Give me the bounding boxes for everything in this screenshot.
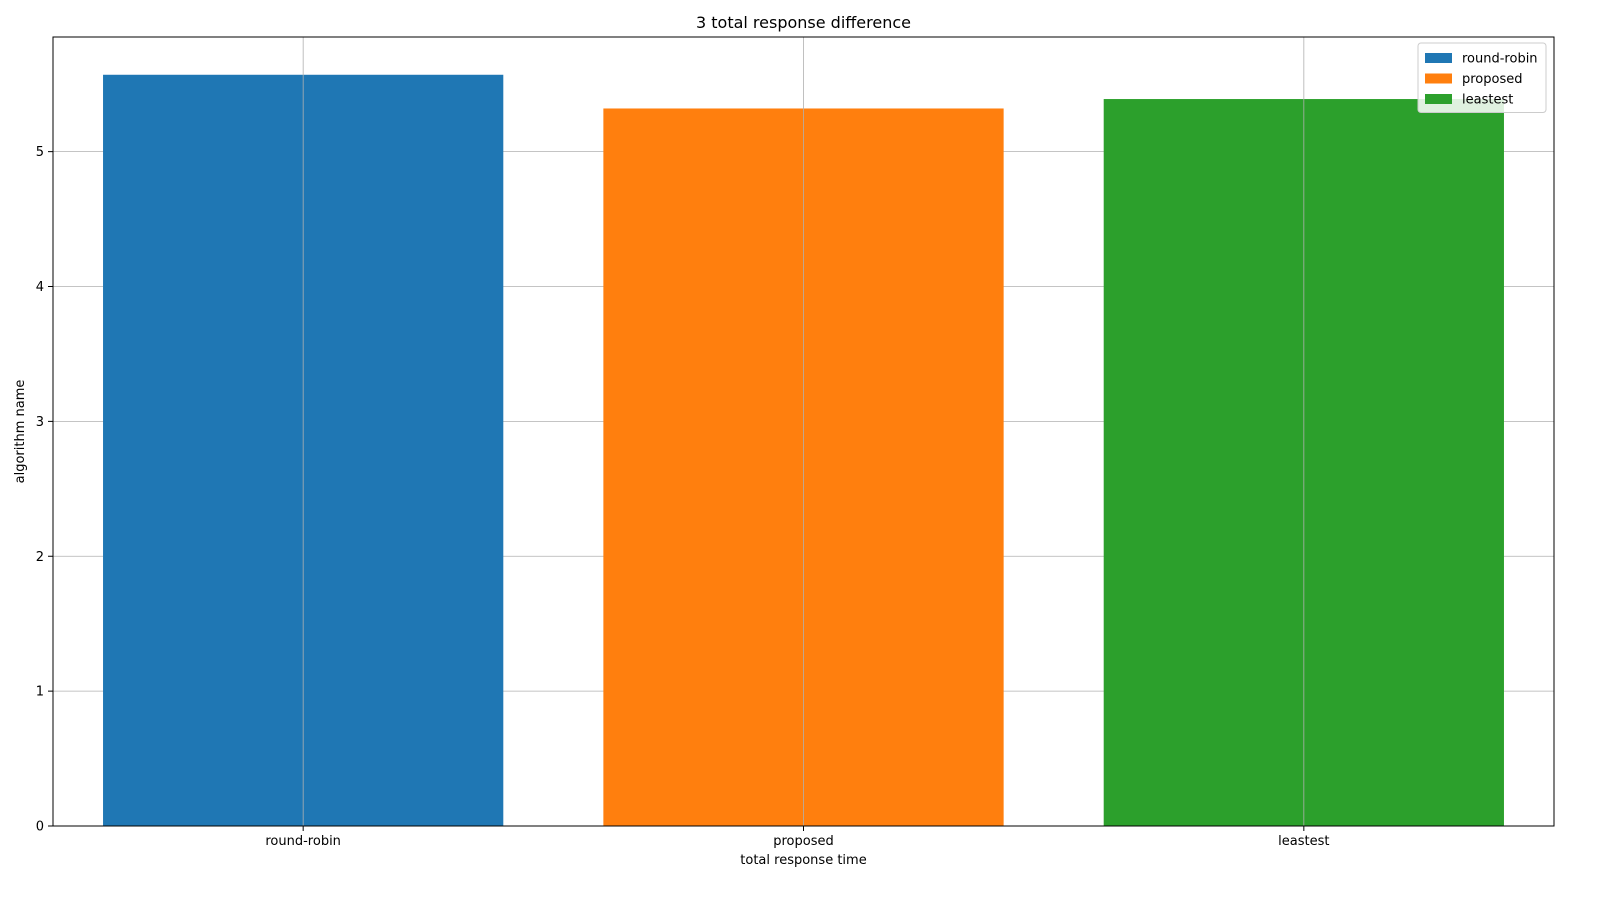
legend-entry: round-robin — [1462, 52, 1538, 67]
legend: round-robin proposed leastest — [1417, 42, 1547, 113]
x-axis-label: total response time — [740, 853, 866, 868]
legend-entry: proposed — [1462, 72, 1523, 87]
y-tick-label: 2 — [36, 550, 44, 565]
y-tick-label: 3 — [36, 415, 44, 430]
x-tick-label: proposed — [773, 834, 834, 849]
chart-title: 3 total response difference — [696, 13, 911, 32]
x-ticks: round-robin proposed leastest — [265, 826, 1329, 849]
legend-swatch — [1425, 94, 1452, 104]
x-grid-layer — [302, 37, 1305, 826]
y-tick-label: 5 — [36, 145, 44, 160]
legend-entry: leastest — [1462, 93, 1513, 108]
y-ticks: 0 1 2 3 4 5 — [36, 145, 53, 835]
legend-swatch — [1425, 73, 1452, 84]
x-tick-label: leastest — [1278, 834, 1329, 849]
y-tick-label: 4 — [36, 280, 44, 295]
x-tick-label: round-robin — [265, 834, 341, 849]
legend-swatch — [1425, 53, 1452, 63]
y-tick-label: 0 — [36, 820, 44, 835]
y-tick-label: 1 — [36, 685, 44, 700]
y-axis-label: algorithm name — [13, 380, 28, 484]
